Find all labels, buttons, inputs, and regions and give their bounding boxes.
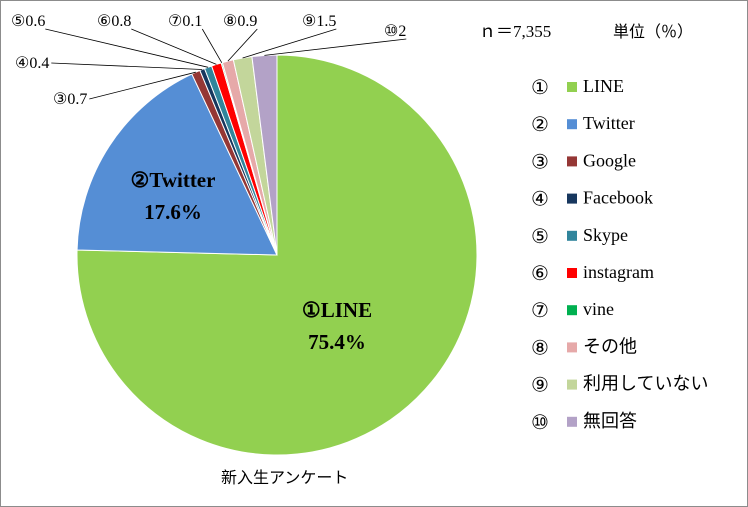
legend-marker-10: ⑩ — [531, 412, 549, 434]
legend-label-6: instagram — [583, 262, 654, 282]
legend-swatch-9 — [567, 379, 577, 390]
legend-swatch-5 — [567, 230, 577, 241]
legend-marker-9: ⑨ — [531, 375, 549, 397]
leader-line-10 — [264, 38, 407, 56]
legend-marker-6: ⑥ — [531, 263, 549, 285]
legend-marker-5: ⑤ — [531, 226, 549, 248]
legend-swatch-7 — [567, 305, 577, 316]
leader-line-3 — [89, 71, 196, 100]
legend-label-4: Facebook — [583, 188, 653, 208]
legend-marker-4: ④ — [531, 189, 549, 211]
legend-item-1: ① LINE — [531, 76, 624, 99]
legend-label-3: Google — [583, 150, 636, 170]
legend-label-9: 利用していない — [583, 374, 708, 395]
legend-swatch-3 — [567, 156, 577, 167]
data-label-4: ④0.4 — [15, 55, 49, 72]
leader-line-6 — [131, 28, 217, 65]
data-label-9: ⑨1.5 — [302, 13, 336, 30]
legend-marker-8: ⑧ — [531, 337, 549, 359]
data-label-8: ⑧0.9 — [223, 13, 257, 30]
legend-item-6: ⑥ instagram — [531, 262, 654, 285]
data-label-3: ③0.7 — [53, 91, 87, 108]
sample-size-label: ｎ＝7,355 — [479, 22, 551, 41]
data-label-2: ②Twitter 17.6% — [131, 168, 216, 224]
legend-label-7: vine — [583, 299, 614, 319]
legend-label-5: Skype — [583, 225, 628, 245]
legend-item-2: ② Twitter — [531, 113, 635, 136]
pie-slice-2 — [76, 73, 278, 256]
legend-item-8: ⑧ その他 — [531, 336, 637, 359]
legend-item-4: ④ Facebook — [531, 188, 653, 211]
legend-marker-7: ⑦ — [531, 300, 549, 322]
data-label-5: ⑤0.6 — [11, 13, 45, 30]
legend-swatch-6 — [567, 268, 577, 278]
data-label-10: ⑩2 — [384, 23, 406, 40]
leader-line-8 — [227, 28, 258, 62]
data-labels: ①LINE 75.4% ②Twitter 17.6% ③0.7 ④0.4 ⑤0.6 ⑥0.8 ⑦… — [11, 13, 406, 354]
leader-line-9 — [242, 28, 337, 59]
legend-swatch-1 — [567, 82, 577, 92]
data-label-1: ①LINE 75.4% — [302, 298, 372, 354]
legend-marker-3: ③ — [531, 151, 549, 173]
leader-lines — [45, 28, 407, 100]
legend-label-2: Twitter — [583, 113, 635, 133]
leader-line-7 — [201, 28, 223, 63]
legend-item-3: ③ Google — [531, 150, 636, 173]
data-label-7: ⑦0.1 — [168, 13, 202, 30]
legend-marker-1: ① — [531, 77, 549, 99]
legend-label-10: 無回答 — [583, 411, 637, 432]
legend-swatch-10 — [567, 416, 577, 427]
data-label-6: ⑥0.8 — [97, 13, 131, 30]
chart-caption: 新入生アンケート — [221, 468, 348, 487]
legend-swatch-8 — [567, 342, 577, 353]
legend-item-10: ⑩ 無回答 — [531, 411, 637, 434]
pie-slices — [76, 54, 478, 456]
leader-line-5 — [45, 28, 209, 68]
legend-item-7: ⑦ vine — [531, 299, 614, 322]
legend-label-8: その他 — [583, 336, 637, 357]
legend-marker-2: ② — [531, 114, 549, 136]
legend-swatch-4 — [567, 193, 577, 204]
legend-item-9: ⑨ 利用していない — [531, 374, 708, 397]
legend-label-1: LINE — [583, 76, 624, 96]
legend: ① LINE ② Twitter ③ Google ④ Facebook ⑤ Skype ⑥ inst… — [531, 76, 708, 434]
legend-swatch-2 — [567, 119, 577, 130]
leader-line-4 — [51, 62, 203, 70]
unit-label: 単位（％） — [613, 22, 693, 41]
legend-item-5: ⑤ Skype — [531, 225, 628, 248]
